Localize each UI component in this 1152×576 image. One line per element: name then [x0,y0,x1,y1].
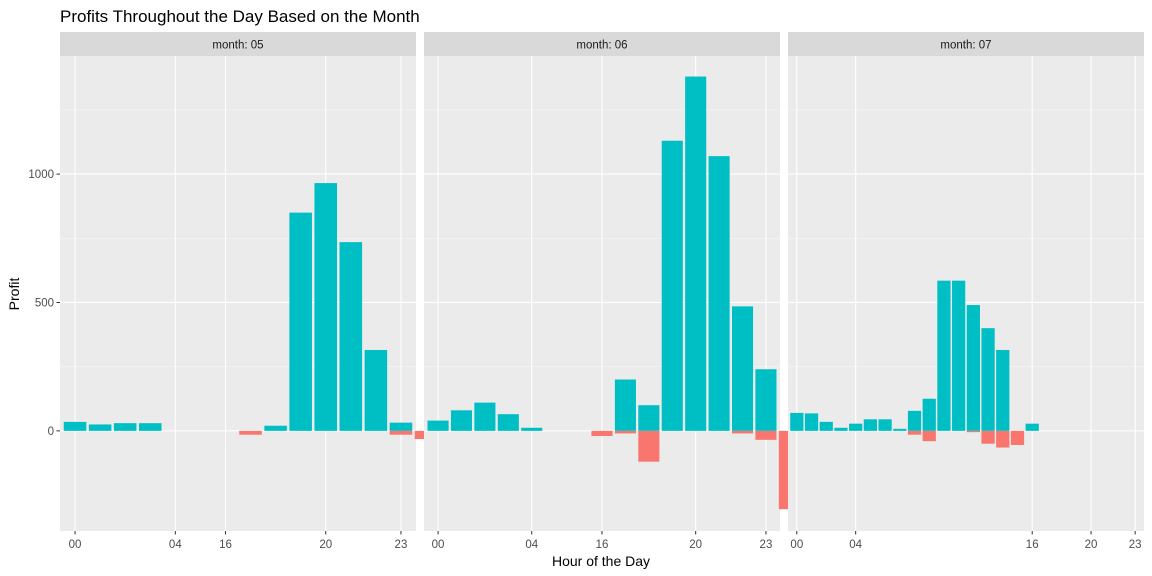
panel-background [60,56,416,531]
profit-bar-positive [339,242,363,431]
facet-strip-label: month: 07 [940,40,991,52]
profit-bar-negative [638,430,660,462]
x-tick-label: 20 [319,539,332,551]
profit-bar-positive [661,140,683,431]
panel-background [788,56,1144,531]
profit-bar-positive [364,349,388,431]
profit-bar-positive [427,420,449,431]
profit-bar-positive [922,398,936,431]
profit-bar-positive [264,425,287,431]
profit-bar-positive [521,427,543,431]
profit-bar-positive [878,419,892,431]
profit-bar-positive [893,428,907,431]
profit-bar-positive [819,421,833,431]
profit-bar-negative [907,430,922,435]
x-tick-label: 00 [69,539,82,551]
x-axis-title: Hour of the Day [552,553,650,569]
x-tick-label: 16 [1026,539,1039,551]
profit-bar-positive [638,405,660,431]
facet-panel: month: 05 00 04 16 20 23 0 500 1000 [28,32,438,551]
chart-title: Profits Throughout the Day Based on the … [60,7,420,26]
profit-bar-negative [239,430,262,435]
profit-bar-positive [790,412,804,431]
y-tick-label: 1000 [28,169,54,181]
profit-bar-negative [981,430,995,444]
profit-bar-negative [922,430,936,442]
facet-strip [424,32,780,56]
profit-bar-positive [389,422,413,431]
profit-bar-negative [1010,430,1025,445]
x-tick-label: 16 [219,539,232,551]
y-tick-label: 500 [35,297,54,309]
facet-panel: month: 06 00 04 16 20 23 [424,32,824,551]
profit-bar-positive [497,414,519,431]
x-tick-label: 20 [1085,539,1098,551]
profit-bar-positive [614,379,636,431]
x-tick-label: 23 [1129,539,1142,551]
x-tick-label: 04 [525,539,538,551]
y-axis-title: Profit [6,278,22,311]
profit-bar-positive [450,410,473,431]
x-tick-label: 04 [849,539,862,551]
profit-bar-positive [474,402,496,431]
facet-strip [788,32,1144,56]
x-tick-label: 23 [395,539,408,551]
facet-strip-label: month: 05 [212,40,263,52]
profit-bar-positive [731,306,754,431]
x-tick-label: 16 [596,539,609,551]
x-tick-label: 00 [432,539,445,551]
profit-bar-positive [1025,423,1039,431]
facet-panels: month: 05 00 04 16 20 23 0 500 1000 month: 06 00 04… [28,32,1144,551]
x-tick-label: 04 [169,539,182,551]
profit-bar-positive [937,280,951,431]
profit-bar-positive [863,419,877,431]
profit-bar-positive [685,76,707,431]
profit-bar-negative [966,430,980,433]
facet-strip-label: month: 06 [576,40,627,52]
profit-bar-positive [849,423,863,431]
profit-bar-positive [63,421,87,431]
profit-bar-positive [996,349,1010,431]
profit-bar-positive [966,305,980,431]
y-tick-label: 0 [48,426,54,438]
profit-bar-negative [731,430,754,434]
facet-panel: month: 07 00 04 16 20 23 [788,32,1144,551]
profit-bar-negative [614,430,636,434]
profit-bar-positive [755,369,777,431]
x-tick-label: 00 [790,539,803,551]
profit-bar-positive [804,413,819,431]
profit-bar-positive [88,424,112,431]
profit-bar-positive [289,212,312,431]
profit-bar-positive [907,410,922,431]
profit-bar-positive [952,280,966,431]
profit-bar-positive [113,423,137,431]
profit-bar-positive [314,183,338,431]
profit-bar-negative [389,430,413,435]
profit-bar-positive [834,427,848,431]
facet-strip [60,32,416,56]
x-tick-label: 20 [689,539,702,551]
profit-bar-positive [138,423,162,431]
profit-bar-negative [755,430,777,440]
x-tick-label: 23 [760,539,773,551]
profit-bar-positive [708,156,730,431]
profit-bar-positive [981,328,995,431]
profit-bar-negative [591,430,613,436]
profit-bar-negative [996,430,1010,448]
